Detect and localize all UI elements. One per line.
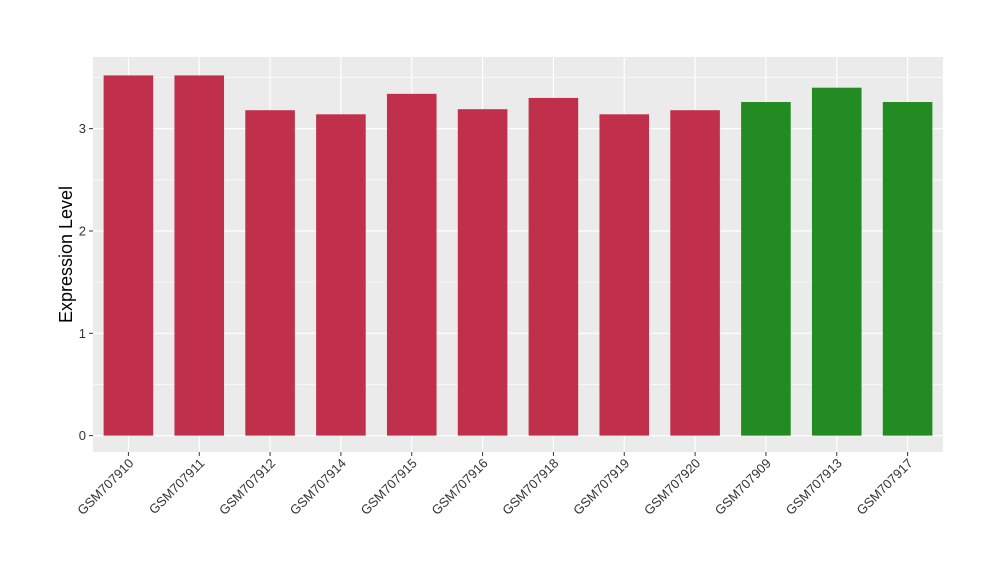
y-axis-title: Expression Level: [56, 186, 76, 323]
bar-GSM707915: [386, 93, 437, 436]
y-tick-label: 1: [79, 326, 86, 341]
bar-GSM707917: [882, 102, 933, 436]
y-axis: 0 1 2 3: [79, 121, 93, 443]
bar-GSM707910: [103, 75, 154, 436]
plot-panel: [93, 57, 943, 452]
bars: [103, 75, 933, 436]
bar-GSM707920: [670, 110, 720, 436]
bar-GSM707914: [316, 114, 366, 436]
bar-GSM707911: [174, 75, 225, 436]
y-tick-label: 2: [79, 223, 86, 238]
y-tick-label: 0: [79, 428, 86, 443]
bar-GSM707913: [811, 87, 862, 436]
bar-GSM707916: [457, 109, 508, 436]
bar-GSM707912: [245, 110, 295, 436]
y-tick-label: 3: [79, 121, 86, 136]
bar-GSM707918: [528, 97, 579, 436]
bar-GSM707919: [599, 114, 650, 436]
bar-GSM707909: [741, 102, 791, 436]
